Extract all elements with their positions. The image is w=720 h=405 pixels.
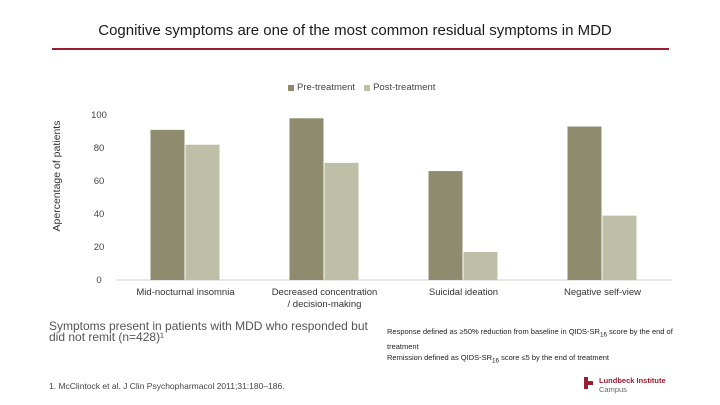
chart-legend: Pre-treatment Post-treatment [288, 82, 435, 93]
bar-post-3 [463, 251, 498, 280]
legend-label-post: Post-treatment [373, 82, 436, 93]
remission-definition-subscript: 16 [492, 357, 499, 364]
bar-pre-4 [567, 126, 602, 280]
bar-post-1 [185, 144, 220, 280]
y-tick-label: 20 [94, 242, 105, 253]
logo-line2: Campus [599, 385, 627, 394]
legend-swatch-post [364, 84, 371, 91]
y-tick-label: 100 [91, 110, 107, 121]
bar-pre-2 [289, 118, 324, 280]
y-tick-label: 80 [94, 143, 105, 154]
remission-definition-tail: score ≤5 by the end of treatment [499, 352, 610, 362]
footnote-left: Symptoms present in patients with MDD wh… [49, 319, 368, 344]
legend-item-pre: Pre-treatment [288, 82, 355, 93]
response-definition-subscript: 16 [599, 331, 607, 339]
response-definition-text: Response defined as ≥50% reduction from … [387, 327, 600, 336]
reference: 1. McClintock et al. J Clin Psychopharma… [49, 381, 285, 391]
title-divider [52, 48, 669, 50]
remission-definition: Remission defined as QIDS-SR16 score ≤5 … [387, 352, 687, 367]
bar-pre-1 [150, 129, 185, 280]
bar-post-4 [602, 215, 637, 280]
y-tick-label: 0 [96, 275, 101, 286]
y-tick-label: 40 [94, 209, 105, 220]
bar-post-2 [324, 162, 359, 280]
response-definition-tail: score by the end of treatment [387, 327, 673, 351]
legend-swatch-pre [288, 84, 294, 91]
x-tick-label: Negative self-view [564, 287, 641, 298]
footnote-right: Response defined as ≥50% reduction from … [387, 326, 687, 366]
response-definition: Response defined as ≥50% reduction from … [387, 326, 687, 352]
legend-label-pre: Pre-treatment [297, 82, 356, 93]
logo: Lundbeck Institute Campus [583, 376, 666, 394]
y-tick-label: 60 [94, 176, 105, 187]
x-tick-label: Suicidal ideation [429, 287, 498, 298]
page-title: Cognitive symptoms are one of the most c… [98, 22, 612, 39]
remission-definition-text: Remission defined as QIDS-SR [387, 352, 493, 362]
legend-item-post: Post-treatment [364, 82, 435, 93]
lundbeck-logo-icon [584, 377, 593, 389]
x-tick-label: Decreased concentration [272, 287, 378, 298]
logo-line1: Lundbeck Institute [599, 376, 666, 385]
x-tick-label: / decision-making [288, 299, 362, 310]
bar-pre-3 [428, 171, 463, 280]
x-tick-label: Mid-nocturnal insomnia [136, 287, 235, 298]
